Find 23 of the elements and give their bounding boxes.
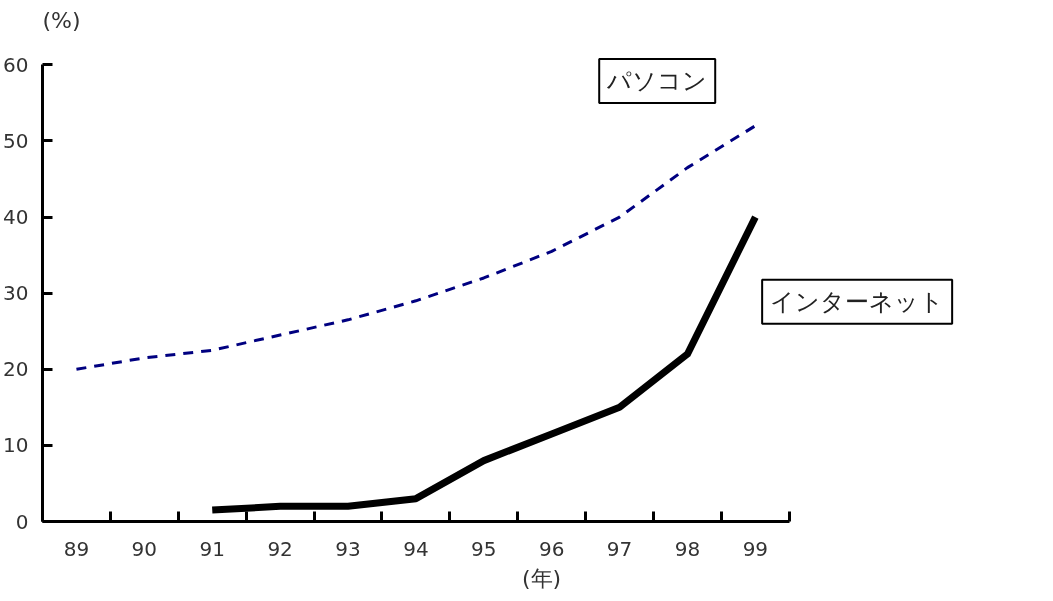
text: パソコン [606, 66, 708, 95]
line-series [74, 124, 757, 371]
x-tick-label: 90 [131, 536, 158, 561]
y-tick-label: 10 [3, 433, 29, 458]
x-tick-label: 94 [403, 536, 429, 561]
y-tick-label: 40 [3, 205, 29, 230]
y-tick-label: 30 [3, 281, 29, 306]
y-tick-label: 20 [3, 357, 29, 382]
x-tick-label: 89 [63, 536, 90, 561]
x-tick-label: 92 [267, 536, 293, 561]
x-tick-label: 93 [335, 536, 361, 561]
x-tick-label: 95 [471, 536, 497, 561]
y-tick-label: 50 [3, 129, 29, 153]
x-tick-label: 99 [742, 536, 769, 561]
x-tick-label: 91 [199, 536, 225, 561]
y-tick-label: 0 [15, 509, 29, 534]
y-axis-title: (%) [42, 7, 81, 33]
y-tick-label: 60 [3, 52, 29, 77]
x-tick-label: 97 [606, 536, 633, 561]
x-axis-title: (年) [521, 565, 562, 591]
x-tick-label: 96 [538, 536, 565, 561]
series-label: インターネット [770, 287, 945, 316]
x-tick-label: 98 [674, 536, 701, 561]
